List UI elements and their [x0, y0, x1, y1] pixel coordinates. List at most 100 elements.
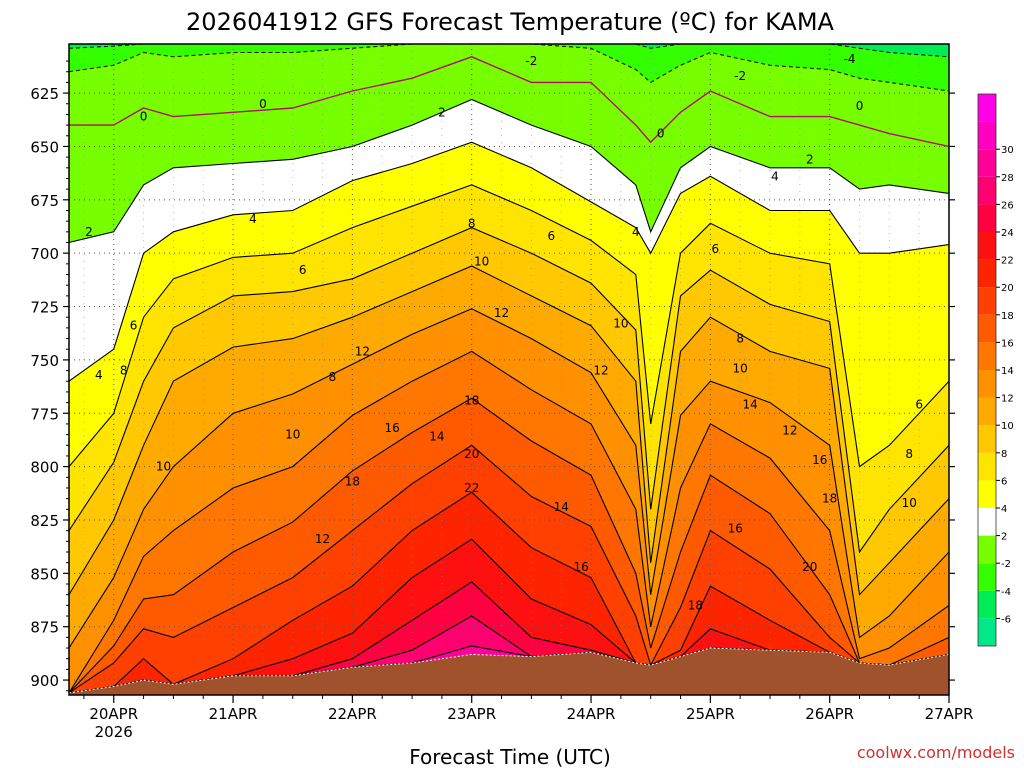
colorbar-swatch [978, 563, 996, 591]
contour-line-16 [69, 397, 949, 694]
contour-label: 18 [688, 598, 703, 612]
contour-label: 2 [806, 152, 814, 166]
contour-label: 12 [494, 306, 509, 320]
contour-label: 16 [728, 522, 743, 536]
contour-label: -4 [844, 52, 856, 66]
colorbar-swatch [978, 590, 996, 619]
colorbar-swatch [978, 535, 996, 564]
colorbar-swatch [978, 452, 996, 481]
colorbar-label: 4 [1001, 504, 1007, 515]
x-tick-label: 21APR [209, 705, 258, 723]
colorbar-swatch [978, 397, 996, 426]
contour-label: 18 [464, 393, 479, 407]
y-tick-label: 750 [30, 352, 59, 370]
colorbar-label: 10 [1001, 421, 1014, 432]
contour-label: 16 [573, 560, 588, 574]
contour-label: 4 [632, 225, 640, 239]
contour-label: 10 [733, 361, 748, 375]
colorbar-swatch [978, 287, 996, 315]
colorbar-swatch [978, 94, 996, 122]
colorbar-label: 16 [1001, 338, 1014, 349]
colorbar-swatch [978, 121, 996, 150]
x-tick-label: 20APR [89, 705, 138, 723]
y-tick-label: 675 [30, 192, 59, 210]
contour-label: -2 [734, 69, 746, 83]
contour-label: 10 [156, 460, 171, 474]
x-tick-label: 27APR [925, 705, 974, 723]
colorbar-swatch [978, 259, 996, 288]
colorbar-label: 6 [1001, 476, 1007, 487]
colorbar-label: 12 [1001, 394, 1014, 405]
contour-label: 6 [547, 229, 555, 243]
colorbar-label: -6 [1001, 614, 1011, 625]
contour-label: 14 [554, 500, 569, 514]
contour-label: 14 [742, 398, 757, 412]
colorbar-label: 28 [1001, 173, 1014, 184]
x-tick-label: 25APR [686, 705, 735, 723]
contour-label: 22 [464, 481, 479, 495]
contour-label: 8 [120, 364, 128, 378]
contour-label: 6 [299, 263, 307, 277]
y-tick-label: 775 [30, 405, 59, 423]
colorbar-swatch [978, 342, 996, 370]
contour-label: 20 [802, 560, 817, 574]
y-tick-label: 900 [30, 672, 59, 690]
colorbar-label: 22 [1001, 256, 1014, 267]
x-tick-sublabel: 2026 [95, 723, 133, 741]
contour-label: 14 [429, 430, 444, 444]
contour-label: 6 [130, 319, 138, 333]
contour-label: 10 [613, 317, 628, 331]
contour-label: 0 [657, 127, 665, 141]
contour-line-18 [69, 444, 949, 694]
y-tick-label: 725 [30, 299, 59, 317]
colorbar-swatch [978, 370, 996, 398]
colorbar-label: 2 [1001, 532, 1007, 543]
contour-label: 10 [285, 428, 300, 442]
y-tick-label: 700 [30, 245, 59, 263]
y-tick-label: 650 [30, 138, 59, 156]
colorbar-swatch [978, 425, 996, 453]
credit-text: coolwx.com/models [857, 743, 1015, 762]
contour-label: 12 [782, 423, 797, 437]
contour-label: 0 [140, 110, 148, 124]
colorbar-label: -4 [1001, 587, 1011, 598]
colorbar-swatch [978, 176, 996, 205]
contour-label: 12 [593, 364, 608, 378]
contour-label: 8 [329, 370, 337, 384]
colorbar-label: 26 [1001, 200, 1014, 211]
contour-label: 4 [249, 212, 257, 226]
contour-line-0 [69, 56, 949, 148]
contour-label: 6 [712, 242, 720, 256]
contour-line-8 [69, 227, 949, 554]
contour-label: 2 [438, 105, 446, 119]
contour-label: -2 [525, 54, 537, 68]
colorbar-label: 30 [1001, 145, 1014, 156]
contour-label: 10 [902, 496, 917, 510]
contour-label: 18 [345, 475, 360, 489]
y-tick-label: 875 [30, 619, 59, 637]
contour-label: 8 [468, 216, 476, 230]
plot-frame [68, 43, 950, 696]
y-tick-label: 850 [30, 565, 59, 583]
contour-label: 6 [915, 398, 923, 412]
contour-label: 8 [905, 447, 913, 461]
contour-label: 8 [736, 332, 744, 346]
contour-line-20 [69, 491, 949, 694]
contour-label: 2 [85, 225, 93, 239]
colorbar-swatch [978, 204, 996, 232]
contour-label: 20 [464, 447, 479, 461]
colorbar-swatch [978, 149, 996, 177]
colorbar-swatch [978, 232, 996, 260]
contour-line-6 [69, 184, 949, 468]
contour-label: 16 [812, 453, 827, 467]
colorbar-label: 24 [1001, 228, 1014, 239]
contour-label: 4 [771, 169, 779, 183]
x-tick-label: 22APR [328, 705, 377, 723]
colorbar-label: -2 [1001, 559, 1011, 570]
contour-label: 10 [474, 255, 489, 269]
contour-label: 0 [259, 97, 267, 111]
x-tick-label: 23APR [447, 705, 496, 723]
